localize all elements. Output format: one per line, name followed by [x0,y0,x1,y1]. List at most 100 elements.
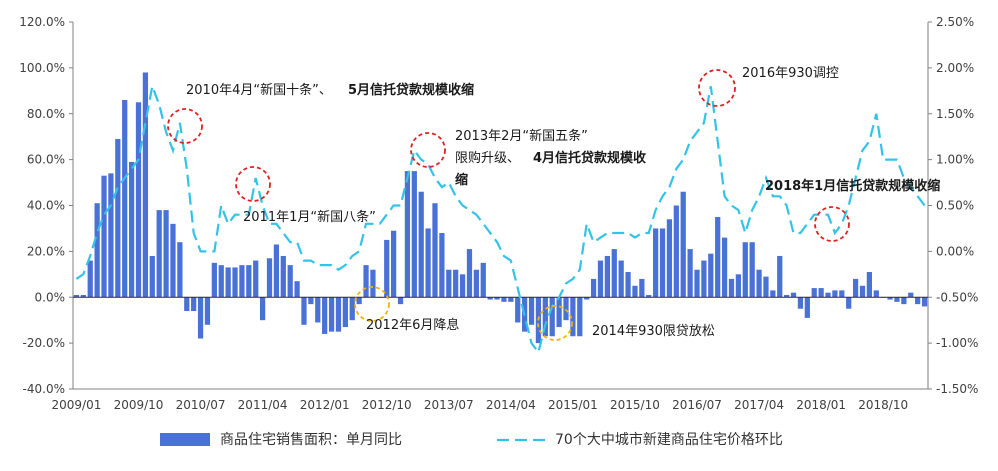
bar [404,171,411,298]
x-tick-label: 2016/07 [672,398,722,412]
bar [570,297,576,337]
bar [342,297,348,328]
bar [94,203,100,298]
bar [859,285,866,298]
bar [170,223,176,298]
bar [549,297,555,337]
bar [687,249,693,298]
bar [508,297,514,302]
bar [418,191,424,298]
bar [349,297,355,321]
bar [473,269,479,298]
right-tick-label: 1.00% [936,153,974,167]
bar [694,269,700,298]
x-tick-label: 2009/01 [52,398,102,412]
bar [887,297,893,300]
bar [515,297,521,323]
bar [921,297,928,307]
bar [777,255,783,298]
bar [915,297,921,305]
bar [742,242,748,298]
bar [749,242,755,298]
bar [811,288,817,298]
bar [542,297,548,337]
annotation-2010: 2010年4月“新国十条”、 [186,82,332,98]
bar [356,297,362,305]
bar [646,294,652,298]
bar [770,290,776,298]
bar [535,297,542,344]
bar [453,269,459,298]
bar [866,272,873,298]
annotation-circle [354,286,390,322]
bar [639,278,645,298]
bar [818,288,824,298]
left-tick-label: -40.0% [23,382,65,396]
bar [115,138,121,298]
x-tick-label: 2010/07 [176,398,226,412]
bar [149,255,155,298]
bar [708,253,714,298]
bar [735,274,742,298]
bar [266,258,273,298]
right-tick-label: -0.50% [936,290,978,304]
bar [239,265,245,298]
bar [204,297,211,325]
bar [142,72,149,298]
bar [894,297,900,302]
bar [439,233,445,298]
annotation-2013-line2: 限购升级、 [455,150,520,166]
annotation-circle [235,166,271,202]
bar [584,297,590,300]
bar [715,216,721,298]
bar [87,260,93,298]
bar [128,161,135,298]
bar [563,297,569,321]
bar [604,255,610,298]
bar [728,278,735,298]
x-tick-label: 2012/10 [362,398,412,412]
bar [653,228,659,298]
bar [184,297,190,312]
x-tick-label: 2011/04 [238,398,288,412]
bar [852,278,859,298]
bar [425,228,431,298]
price-line [75,82,926,355]
annotation-circle [167,108,203,144]
bar [459,274,466,298]
x-tick-label: 2018/10 [858,398,908,412]
bar [280,255,286,298]
bar [832,290,838,298]
bar [335,297,342,332]
bar [384,239,390,298]
bar [177,242,183,298]
x-tick-label: 2012/01 [300,398,350,412]
right-tick-label: -1.00% [936,336,978,350]
x-tick-label: 2009/10 [114,398,164,412]
bar [101,175,107,298]
bar [597,260,604,298]
bar [432,203,438,298]
bar [253,260,259,298]
bar [666,219,673,298]
bar [873,290,879,298]
bar [625,272,631,298]
x-tick-label: 2015/01 [548,398,598,412]
bar [528,297,535,325]
bar [156,210,162,298]
bar [411,171,417,298]
bar [163,210,169,298]
bar [908,292,914,298]
bar [397,297,404,305]
annotation-2012: 2012年6月降息 [366,317,459,333]
bar [80,294,86,298]
annotation-2013-line3-bold: 缩 [455,172,468,188]
bar [659,228,666,298]
bar [73,294,80,298]
annotation-2018: 2018年1月信托贷款规模收缩 [765,178,940,194]
bar [784,294,790,298]
annotation-2013-line2-bold: 4月信托贷款规模收 [533,150,647,166]
right-tick-label: 2.50% [936,15,974,29]
bar [218,265,224,298]
